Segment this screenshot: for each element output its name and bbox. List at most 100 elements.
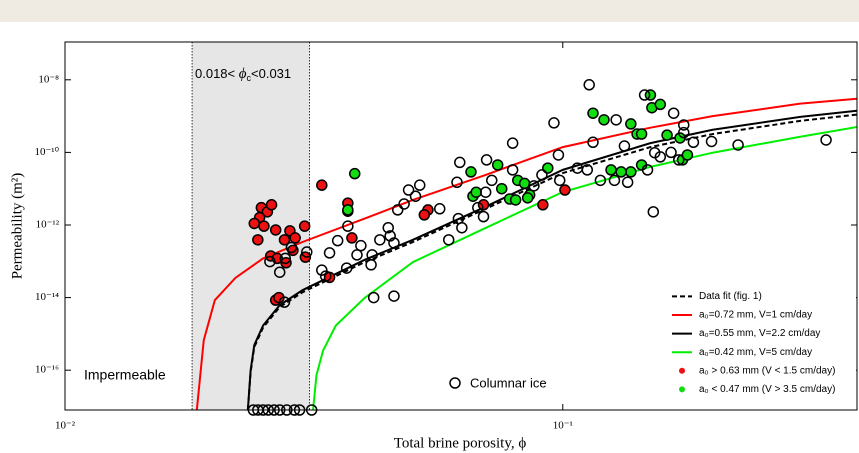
data-point (615, 166, 627, 178)
data-point (319, 270, 332, 282)
y-tick-label: 10⁻¹⁰ (34, 146, 59, 158)
y-tick-label: 10⁻¹⁴ (35, 291, 59, 303)
data-point (625, 166, 637, 178)
data-point (398, 198, 410, 210)
data-point (269, 224, 282, 236)
annotation-part: 0.018< (195, 66, 239, 81)
data-point (258, 220, 270, 232)
data-point (316, 264, 328, 276)
data-point (553, 174, 566, 187)
data-point (641, 164, 654, 176)
data-point (647, 206, 660, 218)
data-point (625, 118, 637, 130)
data-point (264, 255, 276, 268)
data-point (594, 174, 607, 187)
data-point (528, 180, 540, 192)
legend-label: a₀ < 0.47 mm (V > 3.5 cm/day) (699, 384, 835, 395)
data-point (654, 151, 667, 163)
data-point (346, 232, 358, 244)
data-point (456, 221, 468, 234)
data-point (506, 137, 519, 149)
data-point (635, 128, 648, 140)
data-point (673, 154, 685, 166)
data-point (559, 184, 571, 196)
data-point (618, 140, 631, 152)
y-tick-label: 10⁻¹⁶ (35, 364, 59, 376)
data-point (509, 194, 522, 206)
data-point (278, 296, 291, 308)
data-point (382, 221, 394, 234)
data-point (348, 167, 361, 180)
data-point (605, 164, 617, 176)
data-point (506, 164, 519, 176)
fit-line (195, 97, 857, 410)
data-point (298, 220, 311, 232)
annotation-part: <0.031 (251, 66, 291, 81)
data-point (536, 169, 548, 181)
data-point (340, 262, 353, 274)
legend-swatch (679, 367, 685, 374)
data-point (451, 176, 463, 189)
data-point (479, 186, 492, 198)
data-point (351, 249, 363, 261)
legend-label: a₀=0.55 mm, V=2.2 cm/day (699, 328, 820, 339)
data-point (665, 146, 677, 159)
data-point (548, 117, 560, 129)
data-point (820, 134, 832, 146)
data-point (644, 89, 657, 101)
data-point (621, 176, 634, 189)
data-point (552, 149, 565, 161)
data-point (732, 139, 744, 151)
data-point (252, 234, 264, 246)
legend-label: a₀=0.42 mm, V=5 cm/day (699, 347, 812, 358)
data-point (289, 232, 301, 244)
data-point (610, 114, 622, 126)
data-point (355, 239, 367, 252)
data-point (587, 107, 599, 119)
data-point (293, 404, 306, 416)
data-point (257, 404, 269, 416)
data-point (678, 126, 690, 139)
data-point (365, 259, 377, 271)
top-strip (0, 0, 859, 22)
y-tick-label: 10⁻⁸ (38, 73, 59, 85)
data-point (323, 247, 336, 259)
data-point (598, 114, 610, 126)
legend-label: Columnar ice (470, 375, 547, 390)
data-point (265, 199, 278, 211)
data-point (687, 136, 700, 149)
data-point (491, 159, 504, 171)
legend-swatch (449, 377, 461, 389)
data-point (281, 404, 293, 416)
data-point (248, 217, 261, 230)
data-point (268, 404, 280, 416)
data-point (402, 184, 415, 196)
data-point (305, 404, 318, 416)
data-point (472, 201, 484, 214)
annotation-part: c (247, 73, 252, 83)
x-axis-label: Total brine porosity, ϕ (394, 435, 527, 451)
data-point (681, 149, 694, 161)
data-point (388, 290, 400, 302)
annotation-part: ϕ (239, 66, 247, 82)
data-point (654, 98, 667, 111)
data-point (388, 237, 400, 249)
data-point (331, 234, 344, 247)
data-point (521, 192, 534, 204)
data-point (285, 241, 298, 254)
data-point (470, 186, 482, 198)
data-point (678, 119, 690, 131)
data-point (454, 156, 466, 169)
data-point (418, 209, 431, 221)
data-point (433, 203, 446, 215)
data-point (374, 234, 386, 246)
data-point (583, 79, 595, 91)
data-point (288, 404, 301, 416)
data-point (705, 135, 718, 148)
data-point (587, 136, 599, 149)
data-point (273, 266, 286, 278)
data-point (638, 89, 651, 101)
legend-label: Data fit (fig. 1) (699, 291, 762, 302)
y-axis-label: Permeability (m²) (9, 173, 25, 280)
critical-annotation: 0.018< ϕc<0.031 (195, 66, 291, 83)
